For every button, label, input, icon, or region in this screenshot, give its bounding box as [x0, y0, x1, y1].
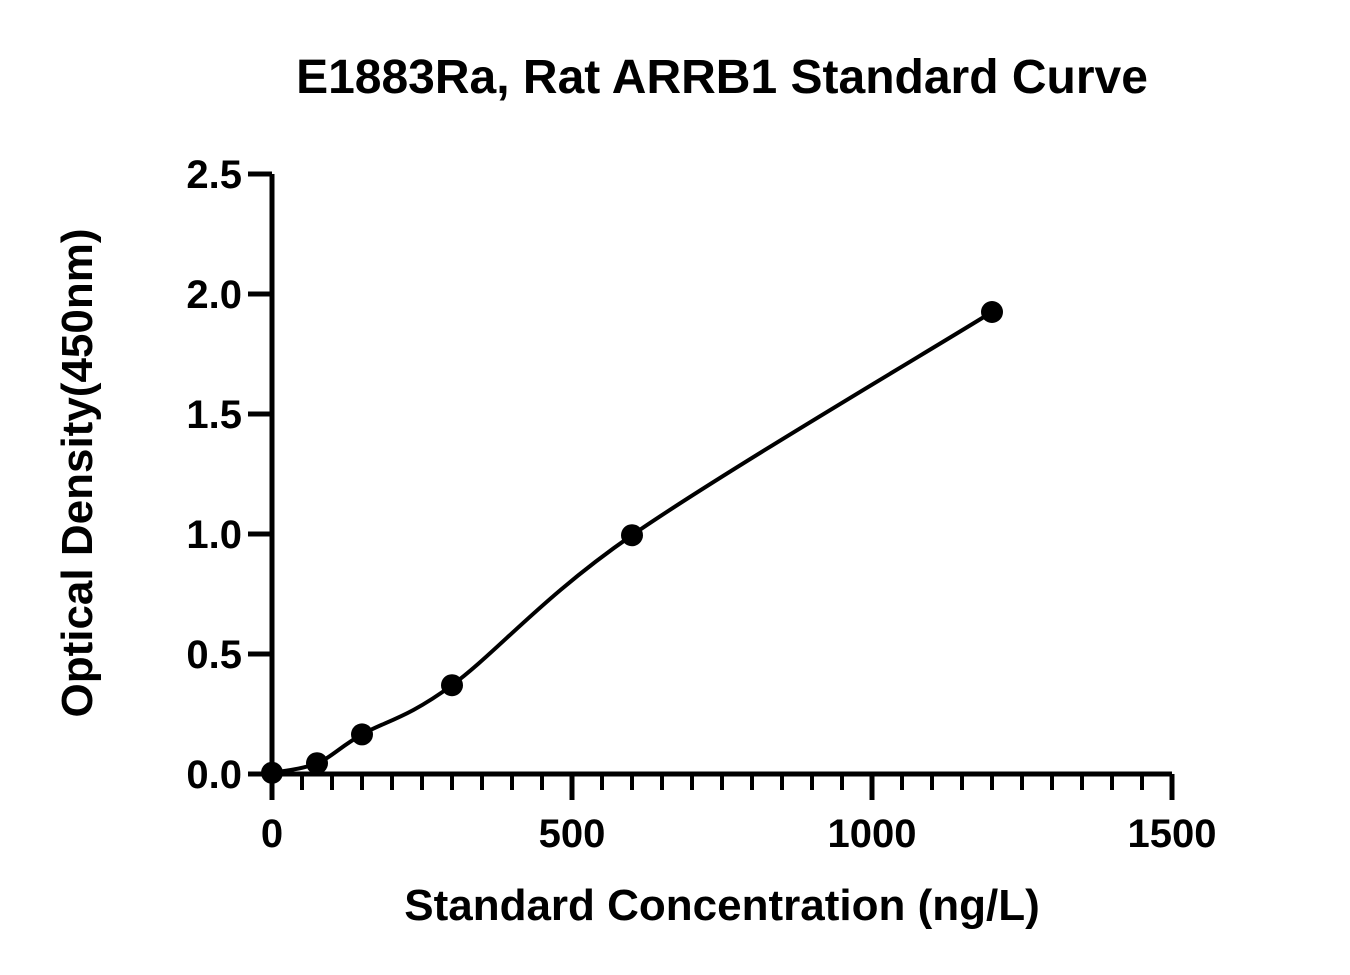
y-tick-label: 0.0	[186, 753, 242, 797]
data-point	[981, 301, 1003, 323]
y-axis: 0.0 0.5 1.0 1.5 2.0 2.5	[186, 153, 275, 800]
x-tick-label: 500	[539, 812, 606, 856]
x-axis: 0 500 1000 1500	[261, 771, 1217, 856]
x-axis-label: Standard Concentration (ng/L)	[404, 881, 1040, 930]
x-tick-label: 1500	[1128, 812, 1217, 856]
y-tick-label: 1.5	[186, 393, 242, 437]
chart-title: E1883Ra, Rat ARRB1 Standard Curve	[296, 51, 1148, 104]
data-point	[351, 723, 373, 746]
y-tick-label: 2.0	[186, 273, 242, 317]
x-tick-label: 1000	[828, 812, 917, 856]
y-tick-label: 1.0	[186, 513, 242, 557]
y-tick-label: 0.5	[186, 633, 242, 677]
x-tick-label: 0	[261, 812, 283, 856]
data-points	[261, 301, 1003, 784]
data-point	[261, 761, 283, 784]
data-point	[306, 752, 328, 775]
data-point	[441, 674, 463, 697]
data-point	[621, 524, 643, 547]
y-tick-label: 2.5	[186, 153, 242, 197]
y-axis-label: Optical Density(450nm)	[53, 228, 102, 717]
